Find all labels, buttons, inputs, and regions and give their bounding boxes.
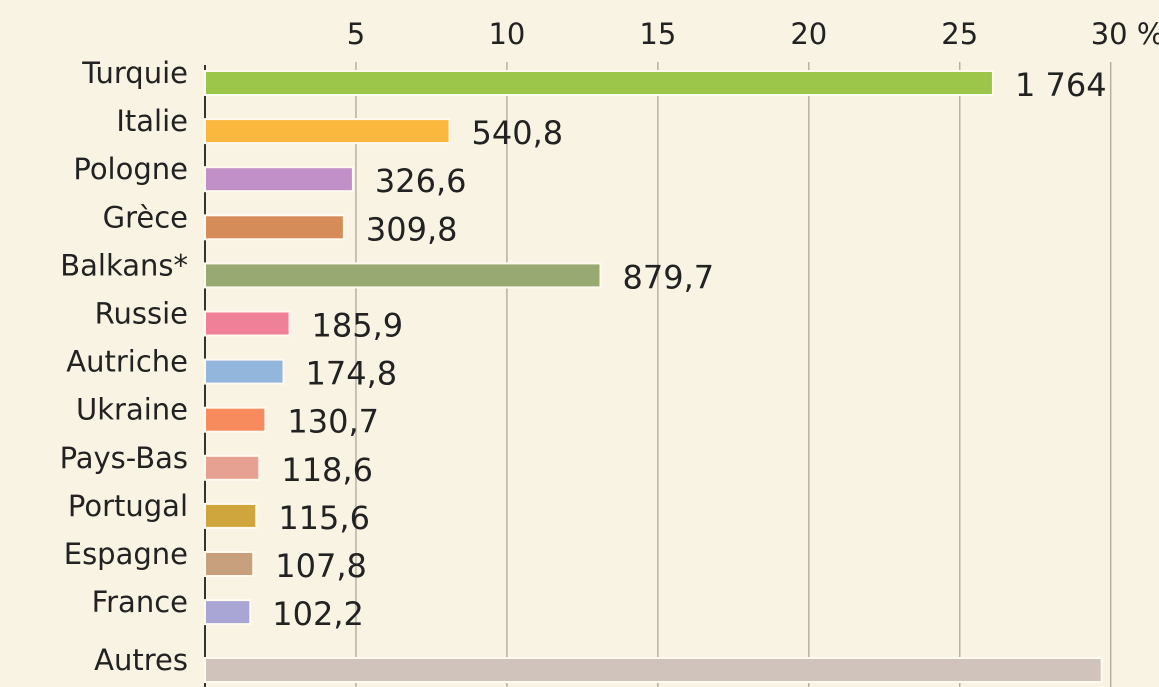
bar: [204, 657, 1103, 683]
data-label: 118,6: [281, 451, 373, 489]
data-label: 130,7: [287, 403, 379, 441]
x-tick-label: 15: [639, 17, 676, 51]
data-label: 174,8: [305, 355, 397, 393]
bar: [204, 599, 252, 626]
category-label: Portugal: [68, 489, 188, 523]
category-label: Pologne: [73, 152, 188, 186]
data-label: 326,6: [375, 162, 467, 200]
x-tick-label: 25: [941, 17, 978, 51]
bar: [204, 502, 258, 529]
bar: [204, 406, 267, 433]
bar: [204, 166, 354, 193]
bar: [204, 70, 994, 96]
bar: [204, 310, 291, 337]
data-label: 540,8: [472, 114, 564, 152]
data-label: 879,7: [622, 258, 714, 296]
x-tick-label: 10: [488, 17, 525, 51]
x-tick-label: 30 %: [1091, 17, 1159, 51]
category-label: Italie: [116, 104, 188, 138]
x-tick-label: 20: [790, 17, 827, 51]
bar: [204, 551, 255, 577]
category-label: Balkans*: [60, 248, 188, 282]
category-label: Grèce: [103, 200, 188, 234]
category-label: Espagne: [64, 537, 188, 571]
category-label: Autriche: [66, 345, 188, 379]
category-label: France: [92, 585, 188, 619]
x-tick-label: 5: [347, 17, 365, 51]
bar: [204, 358, 285, 385]
data-label: 309,8: [366, 210, 458, 248]
bar: [204, 118, 451, 145]
bar: [204, 262, 602, 289]
data-label: 1 764: [1015, 66, 1107, 104]
category-label: Russie: [95, 297, 188, 331]
data-label: 102,2: [272, 595, 364, 633]
bar: [204, 454, 261, 481]
category-label: Pays-Bas: [60, 441, 188, 475]
category-label: Turquie: [81, 56, 188, 90]
bar: [204, 214, 345, 241]
category-label: Autres: [94, 643, 188, 677]
data-label: 115,6: [278, 499, 370, 537]
category-label: Ukraine: [76, 393, 188, 427]
data-label: 185,9: [312, 307, 404, 345]
data-label: 107,8: [275, 547, 367, 585]
